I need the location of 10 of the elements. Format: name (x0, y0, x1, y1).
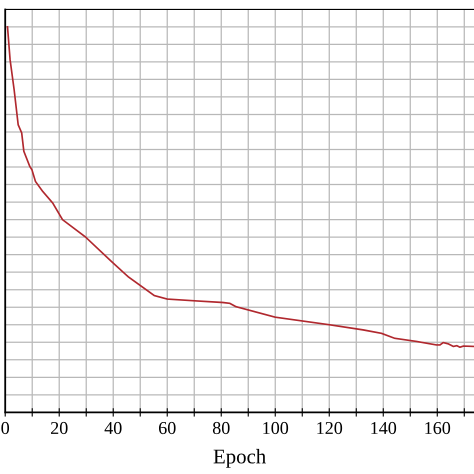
x-tick-label: 140 (371, 422, 396, 434)
x-tick-label: 40 (104, 422, 122, 434)
x-tick-label: 20 (50, 422, 68, 434)
x-tick-label: 100 (263, 422, 288, 434)
x-tick-label: 160 (425, 422, 450, 434)
x-tick-label: 120 (317, 422, 342, 434)
x-tick-label: 60 (158, 422, 176, 434)
x-axis-title: Epoch (214, 448, 266, 468)
x-tick-label: 0 (1, 422, 10, 434)
x-tick-label: 80 (212, 422, 230, 434)
